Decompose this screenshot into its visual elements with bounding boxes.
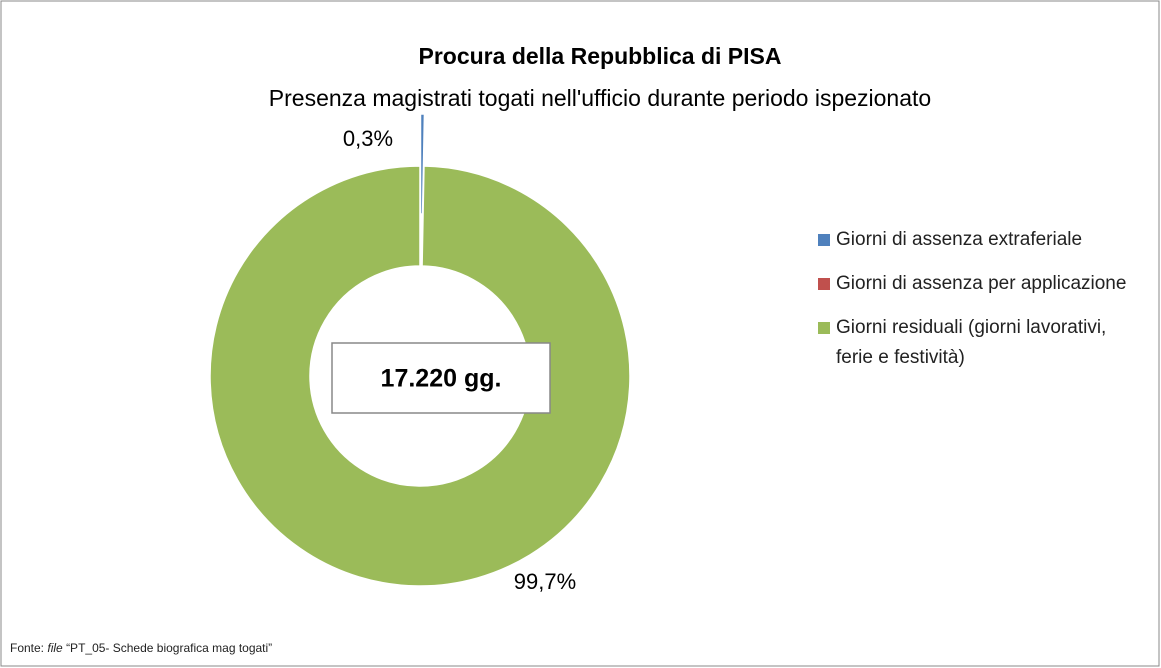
center-label: 17.220 gg. bbox=[381, 365, 502, 393]
legend-label: Giorni residuali (giorni lavorativi, fer… bbox=[836, 317, 1107, 368]
legend-item: Giorni di assenza extraferiale bbox=[818, 225, 1148, 255]
legend-label: Giorni di assenza per applicazione bbox=[836, 273, 1127, 294]
data-label: 0,3% bbox=[343, 126, 393, 151]
legend-label: Giorni di assenza extraferiale bbox=[836, 229, 1083, 250]
legend-item: Giorni residuali (giorni lavorativi, fer… bbox=[818, 313, 1148, 373]
legend-swatch bbox=[818, 278, 830, 290]
legend: Giorni di assenza extraferiale Giorni di … bbox=[818, 225, 1148, 387]
legend-swatch bbox=[818, 234, 830, 246]
chart-subtitle: Presenza magistrati togati nell'ufficio … bbox=[269, 85, 931, 111]
chart-title: Procura della Repubblica di PISA bbox=[419, 43, 782, 69]
donut-slice bbox=[209, 165, 631, 587]
legend-item: Giorni di assenza per applicazione bbox=[818, 269, 1148, 299]
source-note: Fonte: file “PT_05- Schede biografica ma… bbox=[10, 641, 272, 655]
source-emphasis: file bbox=[47, 641, 63, 655]
legend-swatch bbox=[818, 322, 830, 334]
center-box bbox=[331, 342, 551, 414]
data-label: 99,7% bbox=[514, 569, 576, 594]
source-label: Fonte: bbox=[10, 641, 45, 655]
source-text: “PT_05- Schede biografica mag togati” bbox=[66, 641, 273, 655]
